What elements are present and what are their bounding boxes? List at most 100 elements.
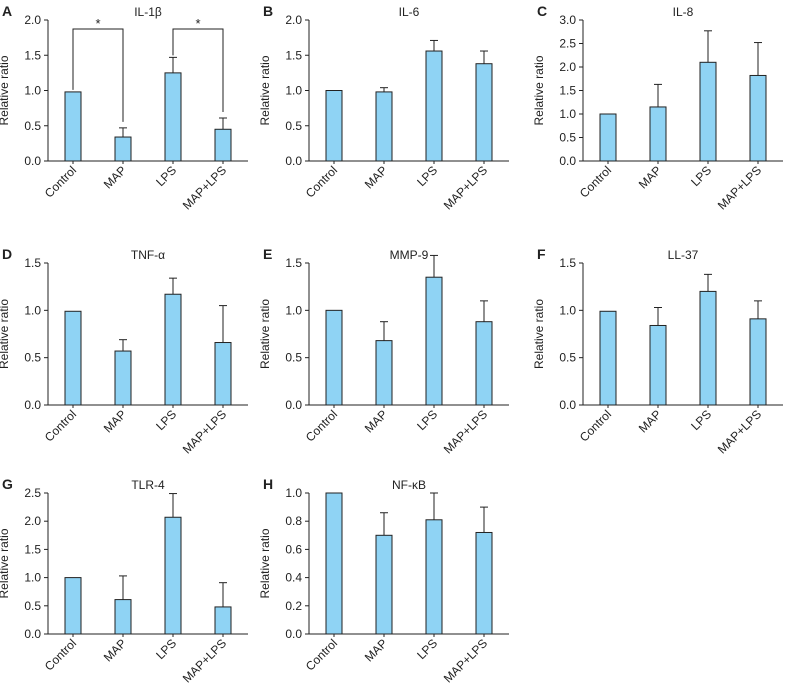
y-tick-label-g: 0.0: [24, 627, 41, 641]
bar-a-3: [214, 128, 232, 162]
bar-h-0: [325, 492, 343, 635]
category-label-d: Control: [42, 407, 79, 444]
bar-c-3: [749, 74, 767, 162]
panel-letter-h: H: [263, 476, 273, 492]
bar-c-1: [649, 106, 667, 162]
y-tick-label-c: 3.0: [559, 13, 576, 27]
bar-d-2: [164, 293, 182, 406]
category-label-g: MAP+LPS: [180, 636, 229, 685]
y-tick-label-h: 0.4: [285, 571, 302, 585]
y-tick-label-h: 0.0: [285, 627, 302, 641]
bar-g-0: [64, 577, 82, 635]
category-label-d: MAP: [101, 407, 129, 435]
panel-letter-g: G: [2, 476, 13, 492]
category-label-c: MAP: [636, 163, 664, 191]
panel-title-e: MMP-9: [390, 248, 429, 262]
y-axis-title-e: Relative ratio: [258, 299, 272, 369]
panel-h: H NF-κB Relative ratio 0.0 0.2 0.4 0.6 0.8 1.0 Co…: [258, 476, 509, 686]
bar-c-2: [699, 61, 717, 162]
y-tick-label-g: 2.0: [24, 514, 41, 528]
category-label-a: MAP: [101, 163, 129, 191]
panel-title-d: TNF-α: [131, 248, 165, 262]
category-label-g: Control: [42, 636, 79, 673]
category-label-h: Control: [303, 636, 340, 673]
bar-a-0: [64, 91, 82, 162]
y-axis-title-a: Relative ratio: [0, 55, 11, 125]
bar-c-0: [599, 113, 617, 162]
panel-title-a: IL-1β: [134, 5, 162, 19]
category-label-h: MAP+LPS: [441, 636, 490, 685]
bar-h-2: [425, 519, 443, 635]
category-label-b: MAP+LPS: [441, 163, 490, 212]
y-tick-label-a: 2.0: [24, 13, 41, 27]
panel-title-b: IL-6: [399, 5, 420, 19]
bar-g-3: [214, 606, 232, 635]
bar-e-2: [425, 276, 443, 406]
panel-d: D TNF-α Relative ratio 0.0 0.5 1.0 1.5 Control M…: [0, 246, 248, 457]
category-label-e: LPS: [414, 407, 440, 433]
category-label-a: LPS: [153, 163, 179, 189]
significance-mark-a-0: *: [95, 16, 100, 31]
y-tick-label-d: 1.0: [24, 303, 41, 317]
y-axis-title-g: Relative ratio: [0, 528, 11, 598]
category-label-f: MAP+LPS: [715, 407, 764, 456]
bar-h-1: [375, 534, 393, 635]
panel-e: E MMP-9 Relative ratio 0.0 0.5 1.0 1.5 Control M…: [258, 246, 509, 457]
y-tick-label-f: 1.0: [559, 303, 576, 317]
y-tick-label-c: 0.0: [559, 154, 576, 168]
y-tick-label-e: 1.5: [285, 256, 302, 270]
y-tick-label-a: 0.0: [24, 154, 41, 168]
bar-a-2: [164, 72, 182, 162]
panel-title-h: NF-κB: [392, 478, 426, 492]
y-tick-label-a: 1.5: [24, 48, 41, 62]
y-axis-title-h: Relative ratio: [258, 528, 272, 598]
y-tick-label-a: 0.5: [24, 119, 41, 133]
category-label-c: MAP+LPS: [715, 163, 764, 212]
significance-bracket-a-1: [172, 28, 224, 112]
y-tick-label-b: 1.5: [285, 48, 302, 62]
bar-d-3: [214, 342, 232, 406]
y-tick-label-h: 0.2: [285, 599, 302, 613]
category-label-g: MAP: [101, 636, 129, 664]
category-label-f: LPS: [688, 407, 714, 433]
bar-a-1: [114, 136, 132, 162]
bar-e-1: [375, 340, 393, 406]
category-label-c: Control: [577, 163, 614, 200]
y-axis-title-c: Relative ratio: [532, 55, 546, 125]
y-tick-label-b: 1.0: [285, 84, 302, 98]
bar-b-3: [475, 63, 493, 162]
y-tick-label-g: 0.5: [24, 599, 41, 613]
category-label-g: LPS: [153, 636, 179, 662]
y-axis-title-b: Relative ratio: [258, 55, 272, 125]
bar-h-3: [475, 531, 493, 635]
bar-g-1: [114, 599, 132, 635]
bar-d-1: [114, 350, 132, 406]
y-tick-label-h: 0.8: [285, 514, 302, 528]
significance-bracket-a-0: [72, 28, 124, 122]
category-label-c: LPS: [688, 163, 714, 189]
category-label-a: Control: [42, 163, 79, 200]
bar-f-3: [749, 318, 767, 406]
category-label-h: MAP: [362, 636, 390, 664]
y-tick-label-d: 1.5: [24, 256, 41, 270]
y-tick-label-c: 1.5: [559, 84, 576, 98]
y-tick-label-g: 1.0: [24, 571, 41, 585]
y-tick-label-e: 0.5: [285, 351, 302, 365]
category-label-e: Control: [303, 407, 340, 444]
category-label-d: LPS: [153, 407, 179, 433]
panel-letter-f: F: [537, 246, 546, 262]
y-tick-label-e: 0.0: [285, 398, 302, 412]
panel-letter-b: B: [263, 3, 273, 19]
panel-title-f: LL-37: [668, 248, 699, 262]
bar-e-3: [475, 321, 493, 406]
bar-b-1: [375, 91, 393, 162]
bar-d-0: [64, 310, 82, 406]
panel-a: A IL-1β Relative ratio 0.0 0.5 1.0 1.5 2.0 Contr…: [0, 3, 248, 213]
panel-c: C IL-8 Relative ratio 0.0 0.5 1.0 1.5 2.0 2.5 3.0…: [532, 3, 783, 213]
bar-b-2: [425, 50, 443, 162]
y-tick-label-f: 1.5: [559, 256, 576, 270]
y-tick-label-c: 0.5: [559, 131, 576, 145]
bar-f-2: [699, 290, 717, 406]
